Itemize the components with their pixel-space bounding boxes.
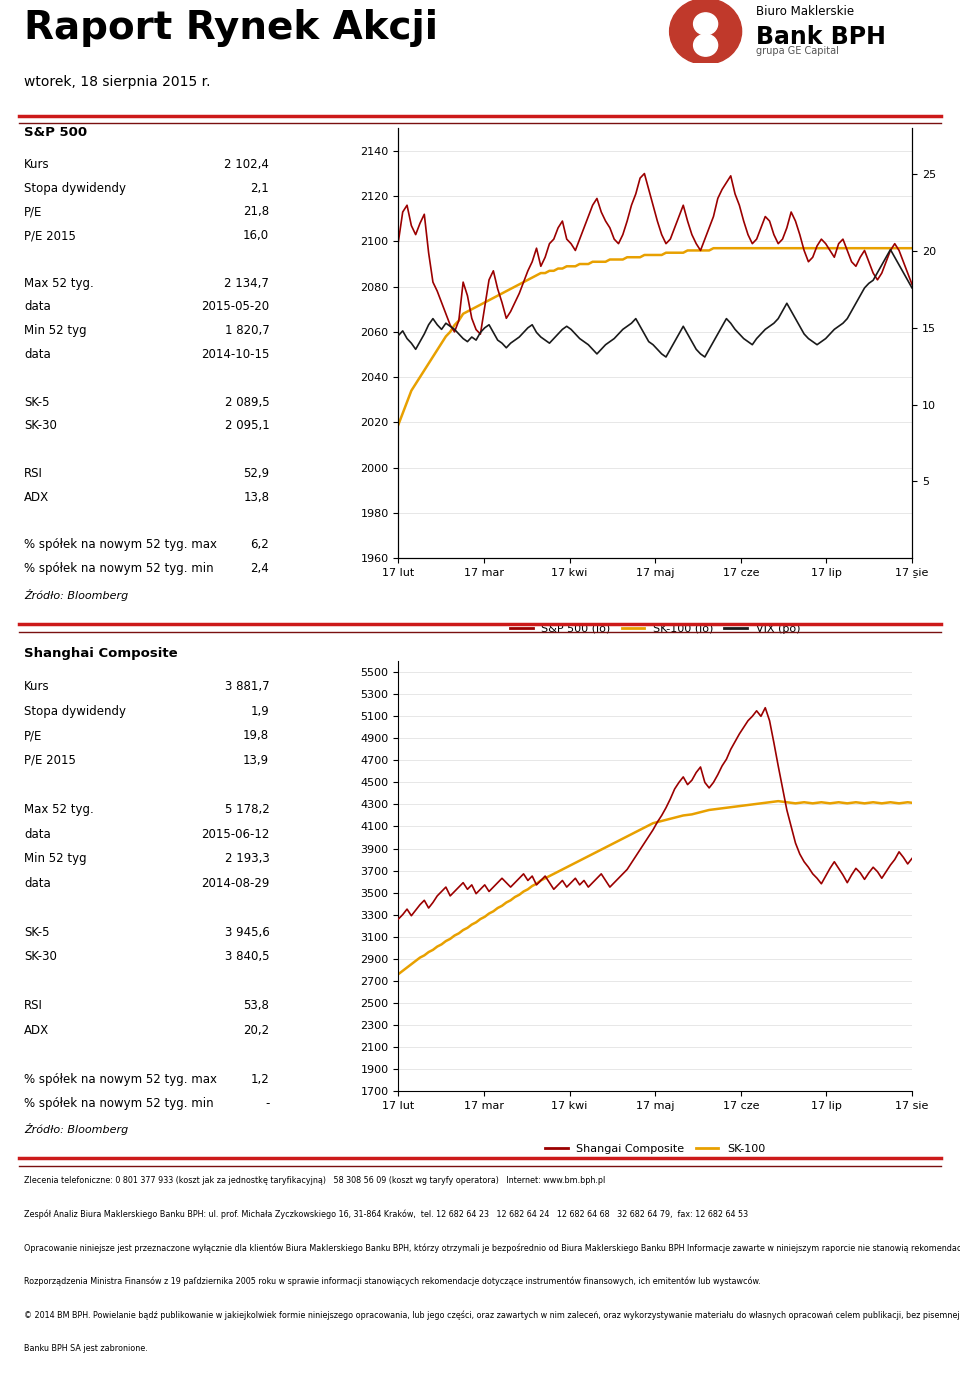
Text: 13,9: 13,9 <box>243 753 269 767</box>
Text: 2014-10-15: 2014-10-15 <box>201 349 269 361</box>
Text: Źródło: Bloomberg: Źródło: Bloomberg <box>24 1123 129 1136</box>
Text: 1,9: 1,9 <box>251 704 269 718</box>
Text: P/E 2015: P/E 2015 <box>24 229 76 243</box>
Text: 1 820,7: 1 820,7 <box>225 324 269 338</box>
Text: SK-30: SK-30 <box>24 950 57 963</box>
Text: SK-5: SK-5 <box>24 925 50 939</box>
Text: 16,0: 16,0 <box>243 229 269 243</box>
Text: Biuro Maklerskie: Biuro Maklerskie <box>756 6 854 18</box>
Text: RSI: RSI <box>24 999 43 1011</box>
Text: Kurs: Kurs <box>24 681 50 693</box>
Ellipse shape <box>693 35 718 56</box>
Ellipse shape <box>693 13 718 35</box>
Text: 3 945,6: 3 945,6 <box>225 925 269 939</box>
Text: 2014-08-29: 2014-08-29 <box>201 876 269 890</box>
Text: data: data <box>24 300 51 314</box>
Text: 53,8: 53,8 <box>244 999 269 1011</box>
Text: Min 52 tyg: Min 52 tyg <box>24 852 86 865</box>
Ellipse shape <box>670 0 741 64</box>
Text: © 2014 BM BPH. Powielanie bądź publikowanie w jakiejkolwiek formie niniejszego o: © 2014 BM BPH. Powielanie bądź publikowa… <box>24 1310 960 1320</box>
Legend: Shangai Composite, SK-100: Shangai Composite, SK-100 <box>540 1140 770 1158</box>
Text: wtorek, 18 sierpnia 2015 r.: wtorek, 18 sierpnia 2015 r. <box>24 75 210 89</box>
Text: 13,8: 13,8 <box>243 491 269 504</box>
Text: SK-5: SK-5 <box>24 396 50 409</box>
Text: % spółek na nowym 52 tyg. max: % spółek na nowym 52 tyg. max <box>24 1073 217 1085</box>
Text: 2015-05-20: 2015-05-20 <box>202 300 269 314</box>
Text: Banku BPH SA jest zabronione.: Banku BPH SA jest zabronione. <box>24 1343 148 1353</box>
Text: 3 840,5: 3 840,5 <box>225 950 269 963</box>
Text: Zlecenia telefoniczne: 0 801 377 933 (koszt jak za jednostkę taryfikacyjną)   58: Zlecenia telefoniczne: 0 801 377 933 (ko… <box>24 1176 605 1186</box>
Text: P/E 2015: P/E 2015 <box>24 753 76 767</box>
Text: data: data <box>24 827 51 841</box>
Text: 21,8: 21,8 <box>243 205 269 219</box>
Text: % spółek na nowym 52 tyg. min: % spółek na nowym 52 tyg. min <box>24 562 214 575</box>
Text: data: data <box>24 349 51 361</box>
Text: Stopa dywidendy: Stopa dywidendy <box>24 704 126 718</box>
Text: SK-30: SK-30 <box>24 420 57 432</box>
Text: 52,9: 52,9 <box>243 467 269 480</box>
Text: Raport Rynek Akcji: Raport Rynek Akcji <box>24 10 438 47</box>
Text: ADX: ADX <box>24 491 49 504</box>
Text: Max 52 tyg.: Max 52 tyg. <box>24 804 94 816</box>
Text: P/E: P/E <box>24 730 42 742</box>
Text: Bank BPH: Bank BPH <box>756 25 886 49</box>
Text: 2 193,3: 2 193,3 <box>225 852 269 865</box>
Text: 2 134,7: 2 134,7 <box>225 276 269 290</box>
Text: 2,1: 2,1 <box>251 181 269 194</box>
Text: S&P 500: S&P 500 <box>24 126 87 138</box>
Text: Min 52 tyg: Min 52 tyg <box>24 324 86 338</box>
Text: 3 881,7: 3 881,7 <box>225 681 269 693</box>
Text: 2015-06-12: 2015-06-12 <box>201 827 269 841</box>
Text: Stopa dywidendy: Stopa dywidendy <box>24 181 126 194</box>
Text: 6,2: 6,2 <box>251 538 269 551</box>
Text: Zespół Analiz Biura Maklerskiego Banku BPH: ul. prof. Michała Zyczkowskiego 16, : Zespół Analiz Biura Maklerskiego Banku B… <box>24 1209 748 1219</box>
Text: Rozporządzenia Ministra Finansów z 19 paſdziernika 2005 roku w sprawie informacj: Rozporządzenia Ministra Finansów z 19 pa… <box>24 1276 760 1286</box>
Text: 2,4: 2,4 <box>251 562 269 575</box>
Text: grupa GE Capital: grupa GE Capital <box>756 46 839 57</box>
Text: Shanghai Composite: Shanghai Composite <box>24 647 178 660</box>
Text: Źródło: Bloomberg: Źródło: Bloomberg <box>24 589 129 601</box>
Text: % spółek na nowym 52 tyg. min: % spółek na nowym 52 tyg. min <box>24 1096 214 1110</box>
Text: % spółek na nowym 52 tyg. max: % spółek na nowym 52 tyg. max <box>24 538 217 551</box>
Text: 1,2: 1,2 <box>251 1073 269 1085</box>
Text: P/E: P/E <box>24 205 42 219</box>
Text: Opracowanie niniejsze jest przeznaczone wyłącznie dla klientów Biura Maklerskieg: Opracowanie niniejsze jest przeznaczone … <box>24 1243 960 1253</box>
Text: 20,2: 20,2 <box>243 1024 269 1036</box>
Text: -: - <box>912 572 916 582</box>
Text: data: data <box>24 876 51 890</box>
Text: 5 178,2: 5 178,2 <box>225 804 269 816</box>
Text: ADX: ADX <box>24 1024 49 1036</box>
Text: 2 095,1: 2 095,1 <box>225 420 269 432</box>
Text: 2 102,4: 2 102,4 <box>225 158 269 170</box>
Text: 2 089,5: 2 089,5 <box>225 396 269 409</box>
Text: RSI: RSI <box>24 467 43 480</box>
Legend: S&P 500 (lo), SK-100 (lo), VIX (po): S&P 500 (lo), SK-100 (lo), VIX (po) <box>506 619 804 639</box>
Text: 19,8: 19,8 <box>243 730 269 742</box>
Text: Kurs: Kurs <box>24 158 50 170</box>
Text: -: - <box>265 1096 269 1110</box>
Text: Max 52 tyg.: Max 52 tyg. <box>24 276 94 290</box>
